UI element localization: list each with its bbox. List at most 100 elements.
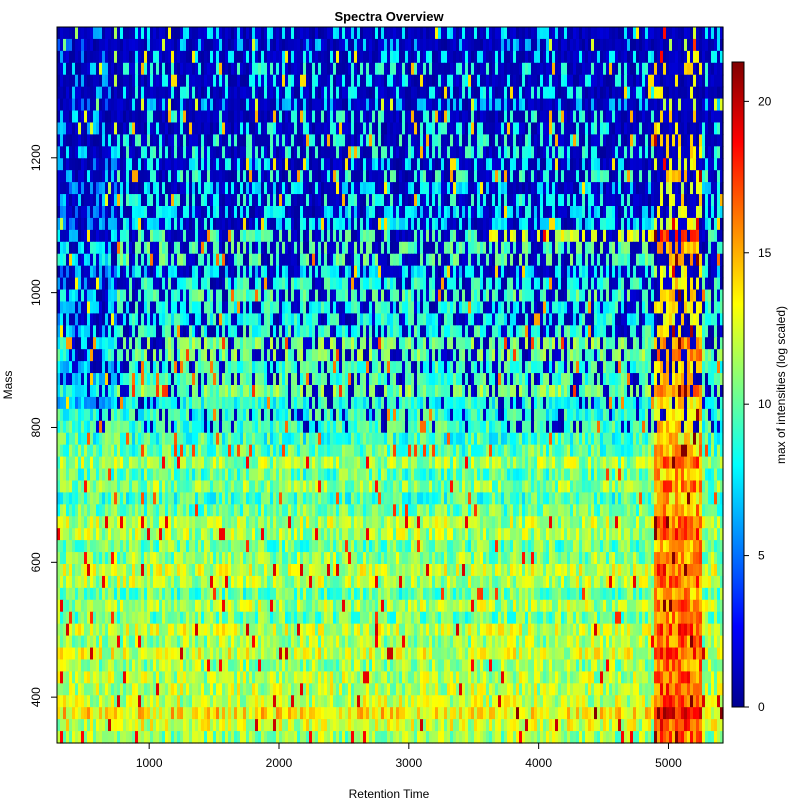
heatmap-cell [246, 253, 250, 267]
heatmap-cell [108, 27, 112, 40]
heatmap-cell [696, 86, 700, 100]
heatmap-cell [495, 241, 499, 255]
heatmap-cell [111, 86, 115, 100]
heatmap-cell [531, 158, 535, 171]
heatmap-cell [300, 122, 304, 135]
heatmap-cell [681, 146, 685, 159]
heatmap-cell [249, 50, 253, 64]
heatmap-cell [171, 146, 175, 159]
heatmap-cell [714, 110, 718, 124]
heatmap-cell [564, 253, 568, 267]
heatmap-cell [78, 217, 82, 231]
heatmap-cell [558, 194, 562, 207]
heatmap-cell [633, 98, 637, 112]
heatmap-cell [162, 158, 166, 171]
heatmap-cell [405, 265, 409, 279]
heatmap-cell [243, 241, 247, 255]
heatmap-cell [531, 74, 535, 88]
heatmap-cell [444, 158, 448, 171]
heatmap-cell [456, 265, 460, 279]
heatmap-cell [270, 62, 274, 76]
heatmap-cell [504, 122, 508, 135]
heatmap-cell [357, 146, 361, 159]
heatmap-cell [348, 289, 352, 303]
heatmap-cell [150, 277, 154, 291]
heatmap-cell [102, 170, 106, 183]
heatmap-cell [147, 241, 151, 255]
heatmap-cell [651, 98, 655, 112]
heatmap-cell [336, 50, 340, 64]
heatmap-cell [213, 194, 217, 207]
heatmap-cell [708, 277, 712, 291]
heatmap-cell [57, 277, 61, 291]
heatmap-cell [309, 170, 313, 183]
heatmap-cell [384, 38, 388, 52]
heatmap-cell [252, 86, 256, 100]
heatmap-cell [156, 217, 160, 231]
heatmap-cell [558, 158, 562, 171]
heatmap-cell [90, 277, 94, 291]
heatmap-cell [552, 277, 556, 291]
heatmap-cell [63, 289, 67, 303]
heatmap-cell [621, 277, 625, 291]
heatmap-cell [183, 289, 187, 303]
heatmap-cell [435, 98, 439, 112]
heatmap-cell [108, 62, 112, 76]
heatmap-cell [642, 217, 646, 231]
heatmap-cell [705, 265, 709, 279]
heatmap-cell [465, 158, 469, 171]
heatmap-cell [531, 170, 535, 183]
heatmap-cell [516, 27, 520, 40]
heatmap-cell [153, 27, 157, 40]
heatmap-cell [255, 217, 259, 231]
heatmap-cell [192, 62, 196, 76]
heatmap-cell [639, 50, 643, 64]
heatmap-cell [309, 98, 313, 112]
heatmap-cell [321, 265, 325, 279]
heatmap-cell [582, 38, 586, 52]
heatmap-cell [294, 241, 298, 255]
heatmap-cell [615, 277, 619, 291]
heatmap-cell [576, 229, 580, 243]
heatmap-cell [345, 289, 349, 303]
heatmap-cell [207, 62, 211, 76]
heatmap-cell [381, 170, 385, 183]
heatmap-cell [390, 122, 394, 135]
heatmap-cell [255, 98, 259, 112]
heatmap-cell [240, 158, 244, 171]
heatmap-cell [273, 265, 277, 279]
heatmap-cell [441, 206, 445, 219]
heatmap-cell [270, 74, 274, 88]
heatmap-cell [579, 229, 583, 243]
heatmap-cell [147, 122, 151, 135]
heatmap-cell [534, 170, 538, 183]
heatmap-cell [618, 122, 622, 135]
heatmap-cell [600, 277, 604, 291]
heatmap-cell [126, 38, 130, 52]
heatmap-cell [210, 170, 214, 183]
heatmap-cell [426, 134, 430, 147]
heatmap-cell [87, 229, 91, 243]
heatmap-cell [696, 122, 700, 135]
heatmap-cell [63, 158, 67, 171]
heatmap-cell [195, 182, 199, 195]
heatmap-cell [195, 253, 199, 267]
heatmap-cell [315, 146, 319, 159]
heatmap-cell [489, 229, 493, 243]
heatmap-cell [525, 27, 529, 40]
heatmap-cell [492, 146, 496, 159]
heatmap-cell [129, 98, 133, 112]
heatmap-cell [312, 62, 316, 76]
heatmap-cell [240, 194, 244, 207]
heatmap-cell [435, 134, 439, 147]
heatmap-cell [525, 182, 529, 195]
heatmap-cell [549, 229, 553, 243]
heatmap-cell [675, 206, 679, 219]
heatmap-cell [303, 50, 307, 64]
heatmap-cell [198, 158, 202, 171]
heatmap-cell [465, 170, 469, 183]
heatmap-cell [105, 62, 109, 76]
heatmap-cell [573, 229, 577, 243]
heatmap-cell [618, 265, 622, 279]
heatmap-cell [171, 98, 175, 112]
